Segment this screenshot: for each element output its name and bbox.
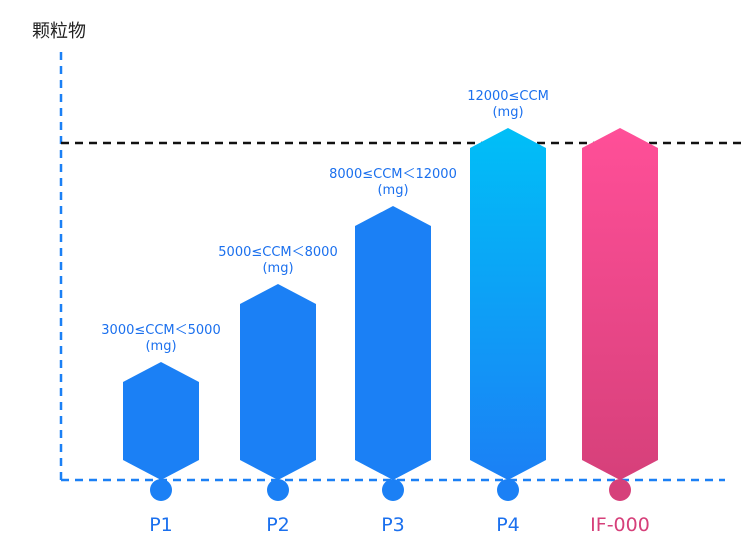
- category-marker: [382, 479, 404, 501]
- bar-unit-label: (mg): [262, 261, 293, 276]
- y-axis-title: 颗粒物: [32, 21, 86, 42]
- bar-range-label: 8000≤CCM＜12000: [329, 167, 457, 182]
- bar-p1: [123, 362, 199, 480]
- bar-unit-label: (mg): [377, 183, 408, 198]
- x-tick-label: IF-000: [590, 514, 650, 536]
- x-tick-label: P4: [496, 514, 520, 536]
- x-tick-label: P3: [381, 514, 405, 536]
- x-tick-label: P1: [149, 514, 173, 536]
- category-marker: [609, 479, 631, 501]
- bar-p2: [240, 284, 316, 480]
- bar-unit-label: (mg): [145, 339, 176, 354]
- x-tick-label: P2: [266, 514, 290, 536]
- category-marker: [267, 479, 289, 501]
- bar-unit-label: (mg): [492, 105, 523, 120]
- bar-labels-group: 3000≤CCM＜5000(mg)5000≤CCM＜8000(mg)8000≤C…: [101, 89, 549, 354]
- category-marker: [150, 479, 172, 501]
- bar-range-label: 5000≤CCM＜8000: [218, 245, 337, 260]
- category-markers-group: P1 P2 P3 P4 IF-000: [149, 479, 650, 536]
- category-marker: [497, 479, 519, 501]
- bar-range-label: 3000≤CCM＜5000: [101, 323, 220, 338]
- bar-if-000: [582, 128, 658, 480]
- bar-p4: [470, 128, 546, 480]
- bar-range-label: 12000≤CCM: [467, 89, 549, 104]
- bars-group: [123, 128, 658, 480]
- bar-p3: [355, 206, 431, 480]
